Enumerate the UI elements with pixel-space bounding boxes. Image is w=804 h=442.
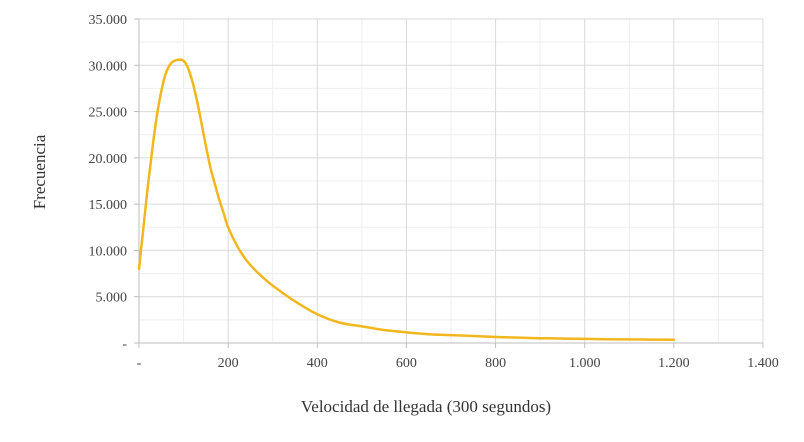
y-tick-label: 30.000 bbox=[89, 59, 128, 74]
y-tick-label: 5.000 bbox=[96, 291, 128, 306]
x-tick-label: 1.000 bbox=[569, 356, 601, 371]
x-tick-label: 600 bbox=[396, 356, 417, 371]
y-tick-label: 20.000 bbox=[89, 152, 128, 167]
y-tick-label: 15.000 bbox=[89, 198, 128, 213]
x-tick-label: 1.400 bbox=[747, 356, 779, 371]
x-tick-label: 800 bbox=[485, 356, 506, 371]
x-tick-label: 200 bbox=[218, 356, 239, 371]
y-tick-label: 25.000 bbox=[89, 106, 128, 121]
x-tick-label: - bbox=[137, 356, 142, 371]
y-axis-title: Frecuencia bbox=[30, 134, 49, 209]
x-tick-labels: - 200 400 600 800 1.000 1.200 1.400 bbox=[137, 356, 779, 371]
x-tick-label: 400 bbox=[307, 356, 328, 371]
y-tick-label: - bbox=[122, 337, 127, 352]
y-tick-labels: - 5.000 10.000 15.000 20.000 25.000 30.000 35.0… bbox=[89, 13, 128, 352]
y-tick-label: 10.000 bbox=[89, 244, 128, 259]
major-gridlines bbox=[139, 18, 764, 343]
minor-gridlines bbox=[139, 19, 763, 343]
axes bbox=[134, 18, 764, 348]
series-line bbox=[137, 58, 676, 342]
y-tick-label: 35.000 bbox=[89, 13, 128, 28]
x-tick-label: 1.200 bbox=[658, 356, 690, 371]
x-axis-title: Velocidad de llegada (300 segundos) bbox=[301, 397, 551, 416]
series-layer bbox=[137, 58, 676, 342]
